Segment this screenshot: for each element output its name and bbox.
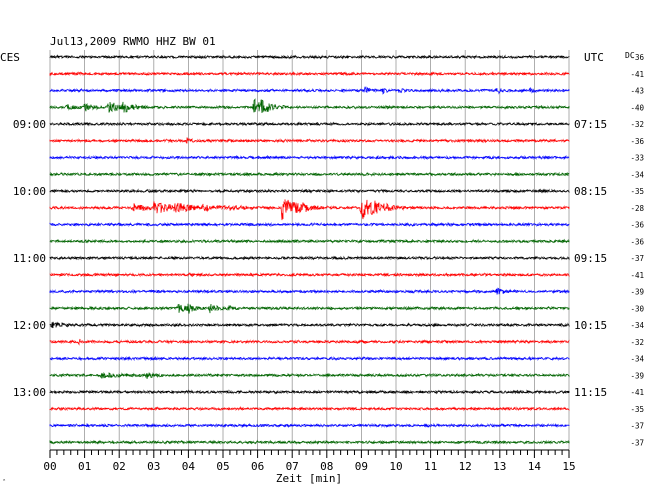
x-tick-label: 15: [562, 460, 575, 473]
seismic-trace: [49, 154, 570, 161]
dc-offset-label: -36: [630, 221, 644, 230]
x-tick-label: 08: [320, 460, 333, 473]
seismic-trace: [49, 439, 570, 445]
x-tick-label: 01: [78, 460, 91, 473]
seismic-trace: [49, 171, 570, 177]
dc-offset-label: -40: [630, 103, 644, 112]
seismic-trace: [49, 389, 570, 395]
dc-offset-labels: -36 -41 -43 -40 -32 -36 -33 -34 -35 -28 -36 -36 -37 -…: [630, 53, 644, 447]
left-time-label: 11:00: [13, 252, 46, 265]
right-time-label: 10:15: [574, 319, 607, 332]
x-tick-label: 06: [251, 460, 264, 473]
x-tick-label: 03: [147, 460, 160, 473]
seismic-trace: [49, 71, 570, 77]
dc-offset-label: -32: [630, 338, 644, 347]
x-tick-label: 13: [493, 460, 506, 473]
x-tick-label: 04: [182, 460, 196, 473]
dc-offset-label: -39: [630, 371, 644, 380]
x-tick-label: 07: [286, 460, 299, 473]
dc-offset-label: -37: [630, 254, 644, 263]
seismic-trace: [49, 137, 570, 144]
x-axis: 00 01 02 03 04 05 06 07 08 09 10 11 12 13 14 15: [43, 449, 576, 473]
right-time-label: 08:15: [574, 185, 607, 198]
x-axis-label: Zeit [min]: [276, 472, 342, 485]
dc-offset-label: -28: [630, 204, 644, 213]
seismic-trace: [49, 287, 570, 295]
seismic-trace: [49, 188, 570, 194]
seismic-trace: [49, 98, 570, 114]
seismic-trace: [49, 371, 570, 379]
seismic-trace: [49, 406, 570, 412]
dc-offset-label: -43: [630, 87, 644, 96]
dc-offset-label: -37: [630, 422, 644, 431]
dc-offset-label: -32: [630, 120, 644, 129]
right-time-label: 07:15: [574, 118, 607, 131]
dc-offset-label: -36: [630, 237, 644, 246]
seismic-trace: [49, 272, 570, 278]
seismic-trace: [49, 54, 570, 60]
x-tick-label: 05: [216, 460, 229, 473]
left-time-label: 10:00: [13, 185, 46, 198]
dc-offset-label: -41: [630, 388, 644, 397]
seismic-trace: [49, 86, 570, 95]
left-time-labels: 09:00 10:00 11:00 12:00 13:00: [13, 118, 46, 399]
right-time-labels: 07:15 08:15 09:15 10:15 11:15: [574, 118, 607, 399]
dc-offset-label: -39: [630, 288, 644, 297]
dc-offset-label: -34: [630, 170, 644, 179]
chart-grid: [49, 50, 570, 450]
right-time-label: 09:15: [574, 252, 607, 265]
seismic-trace: [49, 422, 570, 429]
dc-offset-label: -35: [630, 405, 644, 414]
seismic-trace: [49, 221, 570, 228]
seismic-trace: [49, 199, 570, 221]
seismic-trace: [49, 121, 570, 127]
dc-offset-label: -36: [630, 137, 644, 146]
right-axis-label: UTC: [584, 51, 604, 64]
left-time-label: 09:00: [13, 118, 46, 131]
seismic-trace: [49, 238, 570, 244]
dc-offset-label: -36: [630, 53, 644, 62]
chart-title: Jul13,2009 RWMO HHZ BW 01: [50, 35, 216, 48]
seismic-trace: [49, 321, 570, 329]
dc-offset-label: -30: [630, 304, 644, 313]
corner-mark: ˆ: [2, 479, 6, 487]
seismic-trace: [49, 355, 570, 362]
dc-offset-label: -41: [630, 70, 644, 79]
dc-offset-label: -33: [630, 154, 644, 163]
left-axis-label: CES: [0, 51, 20, 64]
dc-offset-label: -41: [630, 271, 644, 280]
dc-offset-label: -35: [630, 187, 644, 196]
seismic-trace: [49, 255, 570, 261]
x-tick-label: 10: [389, 460, 402, 473]
left-time-label: 13:00: [13, 386, 46, 399]
trace-group: [49, 54, 570, 445]
seismic-trace: [49, 303, 570, 314]
dc-offset-label: -34: [630, 321, 644, 330]
offset-column-label: DC: [625, 51, 635, 60]
seismic-trace: [49, 338, 570, 346]
x-tick-label: 11: [424, 460, 437, 473]
x-tick-label: 09: [355, 460, 368, 473]
x-tick-label: 02: [113, 460, 126, 473]
left-time-label: 12:00: [13, 319, 46, 332]
dc-offset-label: -34: [630, 355, 644, 364]
x-tick-label: 12: [459, 460, 472, 473]
dc-offset-label: -37: [630, 438, 644, 447]
right-time-label: 11:15: [574, 386, 607, 399]
x-tick-label: 00: [43, 460, 56, 473]
x-tick-label: 14: [528, 460, 542, 473]
